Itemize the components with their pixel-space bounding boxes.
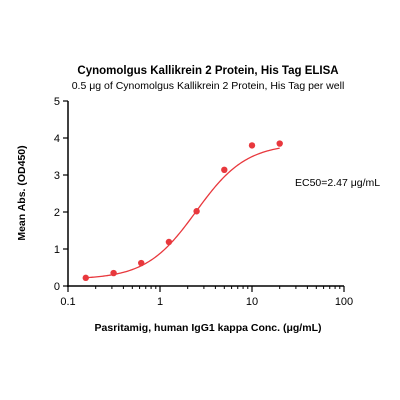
- y-tick-label: 2: [54, 207, 60, 219]
- y-axis-title: Mean Abs. (OD450): [16, 145, 28, 240]
- y-tick-label: 3: [54, 170, 60, 182]
- fit-curve: [84, 147, 280, 279]
- data-point: [110, 269, 117, 277]
- x-tick-label: 10: [246, 296, 258, 308]
- data-point: [276, 140, 283, 147]
- x-tick-label: 100: [335, 296, 353, 308]
- chart-title: Cynomolgus Kallikrein 2 Protein, His Tag…: [77, 65, 338, 77]
- data-point: [221, 166, 228, 174]
- axes: [67, 101, 344, 287]
- y-tick-label: 5: [54, 96, 60, 108]
- y-tick-label: 0: [54, 281, 60, 293]
- data-point: [82, 274, 89, 282]
- y-tick-label: 1: [54, 244, 60, 256]
- data-point: [193, 208, 200, 215]
- x-tick-label: 1: [157, 296, 163, 308]
- x-tick-label: 0.1: [60, 296, 75, 308]
- chart-subtitle: 0.5 μg of Cynomolgus Kallikrein 2 Protei…: [72, 80, 345, 92]
- ticks: 0 1 2 3 4 5 0.1 1 10 100: [54, 96, 353, 308]
- data-point: [248, 142, 256, 149]
- y-tick-label: 4: [54, 133, 60, 145]
- fit-layer: [84, 147, 280, 279]
- data-point: [138, 259, 145, 267]
- points-layer: [82, 140, 283, 282]
- ec50-annotation: EC50=2.47 μg/mL: [295, 177, 380, 189]
- data-point: [165, 238, 173, 246]
- x-axis-title: Pasritamig, human IgG1 kappa Conc. (μg/m…: [95, 322, 322, 334]
